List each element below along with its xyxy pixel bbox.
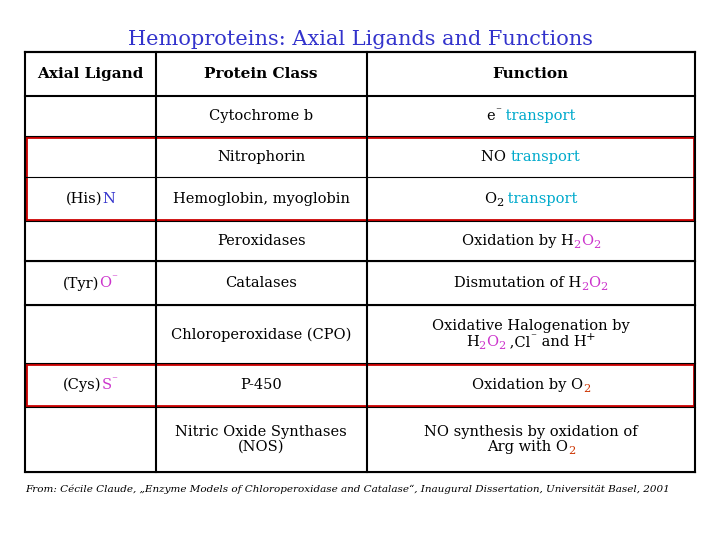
- Text: From: Cécile Claude, „Enzyme Models of Chloroperoxidase and Catalase“, Inaugural: From: Cécile Claude, „Enzyme Models of C…: [25, 485, 670, 495]
- Text: O: O: [588, 276, 600, 291]
- Text: 2: 2: [593, 240, 600, 250]
- Text: +: +: [586, 333, 595, 342]
- Text: ⁻: ⁻: [531, 333, 536, 342]
- Text: ⁻: ⁻: [112, 274, 117, 284]
- Text: O: O: [580, 234, 593, 248]
- Text: Arg with O: Arg with O: [487, 441, 568, 455]
- Text: H: H: [466, 335, 479, 349]
- Text: Nitric Oxide Synthases: Nitric Oxide Synthases: [175, 426, 347, 439]
- Bar: [26, 364, 694, 406]
- Text: Chloroperoxidase (CPO): Chloroperoxidase (CPO): [171, 327, 351, 341]
- Text: Oxidative Halogenation by: Oxidative Halogenation by: [432, 320, 630, 333]
- Text: O: O: [486, 335, 498, 349]
- Text: (His): (His): [66, 192, 102, 206]
- Text: 2: 2: [582, 384, 590, 394]
- Text: (NOS): (NOS): [238, 440, 284, 454]
- Bar: [26, 138, 694, 220]
- Text: Protein Class: Protein Class: [204, 67, 318, 81]
- Text: ,Cl: ,Cl: [505, 335, 531, 349]
- Text: Catalases: Catalases: [225, 276, 297, 291]
- Text: Axial Ligand: Axial Ligand: [37, 67, 143, 81]
- Text: Function: Function: [492, 67, 569, 81]
- Text: Dismutation of H: Dismutation of H: [454, 276, 581, 291]
- Text: NO: NO: [481, 150, 510, 164]
- Text: Peroxidases: Peroxidases: [217, 234, 305, 248]
- Text: 2: 2: [496, 198, 503, 207]
- Text: Oxidation by H: Oxidation by H: [462, 234, 573, 248]
- Text: 2: 2: [573, 240, 580, 250]
- Text: (Cys): (Cys): [63, 378, 102, 393]
- Text: transport: transport: [503, 192, 577, 206]
- Text: Nitrophorin: Nitrophorin: [217, 150, 305, 164]
- Text: S: S: [102, 378, 112, 392]
- Text: 2: 2: [581, 282, 588, 292]
- Text: 2: 2: [498, 341, 505, 351]
- Text: 2: 2: [600, 282, 608, 292]
- Text: Hemoproteins: Axial Ligands and Functions: Hemoproteins: Axial Ligands and Function…: [127, 30, 593, 49]
- Text: transport: transport: [510, 150, 580, 164]
- Text: ⁻: ⁻: [112, 375, 117, 386]
- Text: O: O: [99, 276, 112, 291]
- Text: N: N: [102, 192, 115, 206]
- Text: and H: and H: [536, 335, 586, 349]
- Text: O: O: [484, 192, 496, 206]
- Text: P-450: P-450: [240, 378, 282, 392]
- Text: 2: 2: [568, 446, 575, 456]
- Text: ⁻: ⁻: [495, 106, 501, 117]
- Text: (Tyr): (Tyr): [63, 276, 99, 291]
- Text: Hemoglobin, myoglobin: Hemoglobin, myoglobin: [173, 192, 350, 206]
- Text: 2: 2: [479, 341, 486, 351]
- Text: NO synthesis by oxidation of: NO synthesis by oxidation of: [424, 425, 638, 438]
- Text: transport: transport: [501, 109, 575, 123]
- Text: Oxidation by O: Oxidation by O: [472, 378, 582, 392]
- Text: Cytochrome b: Cytochrome b: [209, 109, 313, 123]
- Text: e: e: [486, 109, 495, 123]
